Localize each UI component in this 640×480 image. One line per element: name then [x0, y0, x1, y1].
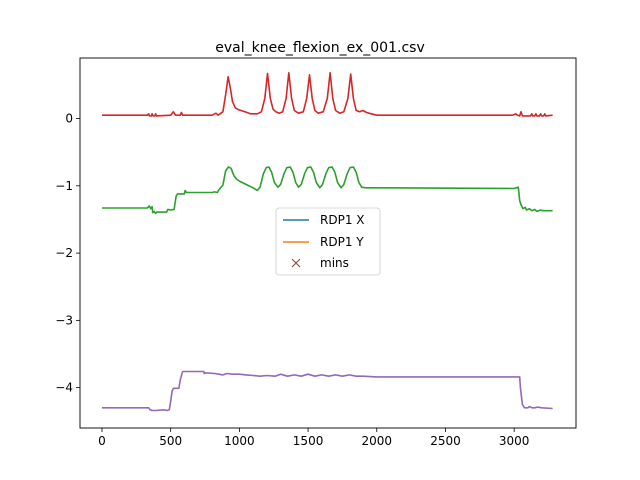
x-marker-stroke: [291, 258, 301, 268]
legend-box: [275, 207, 381, 276]
y-tick-label: 0: [65, 112, 73, 126]
y-tick-label: −4: [55, 381, 73, 395]
y-tick-label: −3: [55, 313, 73, 327]
legend-label-mins: mins: [320, 256, 349, 270]
axes-frame: [79, 57, 577, 429]
x-tick-label: 3000: [499, 434, 530, 448]
legend-label-rdp1-x: RDP1 X: [320, 213, 364, 227]
y-tick-label: −2: [55, 246, 73, 260]
x-tick-label: 0: [98, 434, 106, 448]
x-tick-label: 1000: [224, 434, 255, 448]
x-tick-label: 2500: [430, 434, 461, 448]
ticks-layer: 0 500 1000 1500 2000 2500 3000 0 −1 −2 −3 −4: [55, 112, 529, 448]
y-tick-label: −1: [55, 179, 73, 193]
series-line-0: [102, 72, 553, 117]
legend-label-rdp1-y: RDP1 Y: [320, 235, 364, 249]
x-tick-label: 2000: [362, 434, 393, 448]
series-layer: [102, 72, 553, 412]
legend-swatch-mins-x-marker: [291, 258, 301, 268]
series-line-1: [102, 166, 553, 215]
chart-title: eval_knee_flexion_ex_001.csv: [215, 40, 424, 56]
x-tick-label: 500: [159, 434, 182, 448]
series-line-2: [102, 370, 553, 412]
legend: RDP1 X RDP1 Y mins: [275, 207, 381, 276]
x-tick-label: 1500: [293, 434, 324, 448]
